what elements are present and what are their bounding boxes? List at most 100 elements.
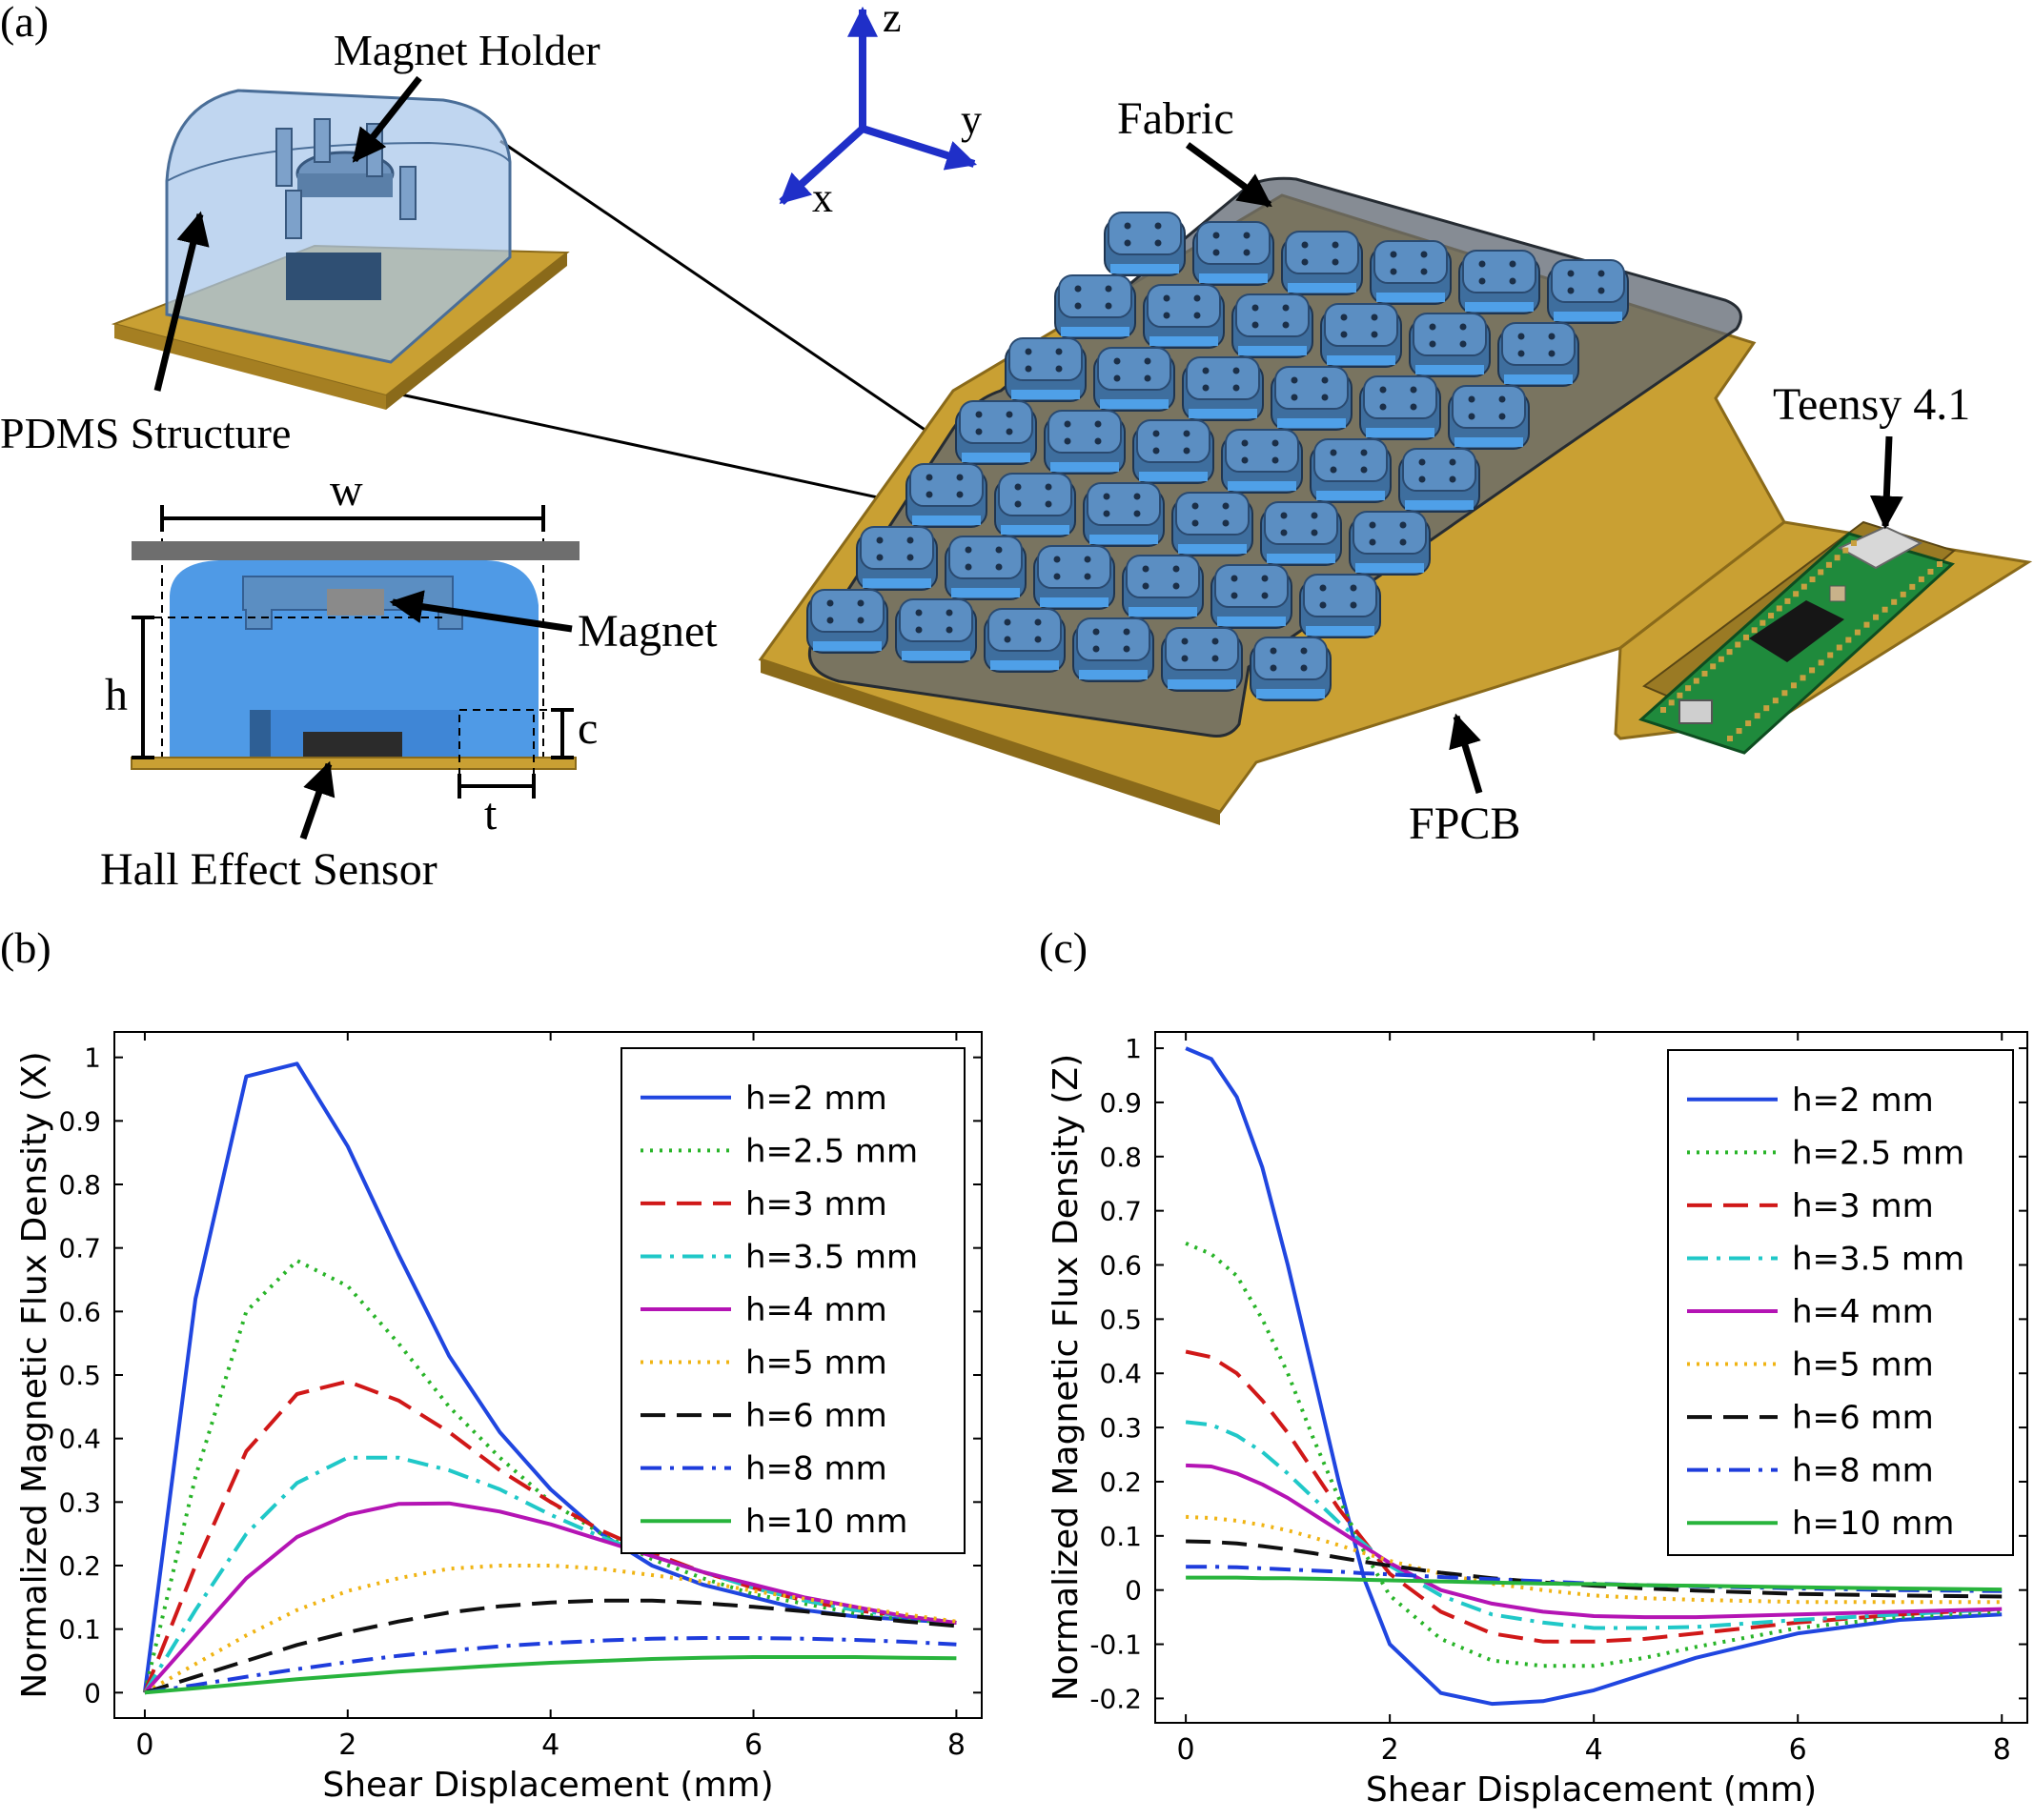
sensor-module-top [1402,448,1476,492]
sensor-module-hole [826,599,834,607]
sensor-module-hole [1124,239,1131,247]
fpcb-arrow [1449,713,1483,795]
sensor-module-hole [1330,466,1337,474]
teensy-pin [1668,699,1675,706]
sensor-module-hole [1319,584,1327,592]
sensor-module-hole [1004,636,1011,643]
x-tick-label: 8 [1993,1733,2011,1767]
sensor-module-hole [1123,645,1130,653]
sensor-module-hole [1390,268,1397,275]
sensor-module-hole [1212,249,1220,256]
sensor-module-hole [1420,251,1428,258]
sensor-module-base [1061,327,1129,336]
sensor-module [1281,231,1363,295]
sensor-module-hole [1202,384,1210,392]
legend-box [620,1047,966,1554]
sensor-module-base [1454,437,1523,447]
sensor-module-hole [1330,449,1337,456]
sensor-module [1104,212,1186,276]
sensor-module [1054,274,1136,339]
sensor-module-hole [1064,437,1071,445]
y-tick-label: 0.5 [58,1360,101,1391]
sensor-module-top [860,526,934,570]
y-tick-label: 0.4 [58,1424,101,1455]
x-tick-label: 6 [1789,1733,1807,1767]
sensor-module [945,536,1027,600]
sensor-module-hole [1332,258,1339,266]
legend-entry: h=3.5 mm [1792,1240,1964,1278]
sensor-module-top [1274,366,1349,410]
y-tick-label: 0.3 [1099,1412,1142,1444]
sensor-module-hole [1369,521,1376,529]
legend-entry: h=3 mm [1792,1187,1934,1225]
panel-b: (b) 0 2 4 6 8 0 0.1 0.2 0.3 0.4 0.5 0.6 0.7 0.8 0.9 1 Sh… [0,923,983,1805]
h-label: h [105,670,128,720]
sensor-module-hole [1251,321,1259,329]
sensor-module-top [1264,501,1338,545]
sensor-module-hole [1103,510,1110,517]
cavity-wall [250,710,271,758]
fpcb-edge [761,659,1220,825]
teensy-pin [1900,591,1906,597]
teensy-pin [1745,720,1752,727]
sensor-module-hole [1094,420,1102,428]
sensor-module-top [948,536,1023,579]
x-tick-label: 8 [947,1729,966,1762]
x-tick-label: 6 [744,1729,763,1762]
legend-entry: h=2 mm [1792,1082,1934,1120]
sensor-module [1458,250,1540,314]
sensor-module-hole [965,563,972,571]
sensor-module-top [1225,429,1299,473]
teensy-sd-slot [1837,525,1923,570]
teensy-pin [1751,627,1758,634]
sensor-module-hole [1597,270,1605,277]
sensor-module-hole [1191,519,1199,527]
sensor-module [1192,221,1274,286]
sensor-module-hole [1152,447,1160,455]
y-tick-label: 0.8 [1099,1142,1142,1173]
sensor-module-hole [1548,350,1556,357]
teensy-pin [1727,736,1733,741]
y-tick-label: 0.1 [1099,1521,1142,1552]
sensor-module-hole [1429,340,1436,348]
legend-entry: h=6 mm [745,1397,887,1435]
teensy-pin [1710,663,1717,670]
sensor-module-hole [1498,395,1506,403]
sensor-module-hole [1478,260,1486,268]
y-tick-label: 0.5 [1099,1304,1142,1335]
sensor-module-hole [1084,573,1091,580]
sensor-module [1033,545,1115,610]
sensor-module-base [1415,365,1484,374]
sensor-module-hole [1144,374,1151,382]
sensor-module-hole [1193,312,1201,319]
sensor-module-top [987,608,1062,652]
series-line [144,1655,957,1695]
legend-entry: h=5 mm [1792,1346,1934,1385]
sensor-module-hole [1034,636,1042,643]
sensor-module-hole [1271,439,1279,447]
sensor-module-hole [1152,430,1160,437]
teensy-pin [1836,644,1842,651]
sensor-module-base [1267,554,1335,563]
sensor-module-hole [1251,304,1259,312]
holder-post-4 [399,166,417,220]
legend-entry: h=2 mm [745,1080,887,1118]
chart-c: 0 2 4 6 8 -0.2 -0.1 0 0.1 0.2 0.3 0.4 0.5 0.6 0.7 0.8 0.… [1047,1031,2028,1810]
magnet-arrow [389,590,573,633]
sensor-module-hole [1282,321,1290,329]
teensy-pin [1718,656,1724,662]
sensor-module [1448,385,1530,450]
sensor-module-hole [857,617,864,624]
x-tick-label: 0 [135,1729,153,1762]
sensor-module-base [1217,617,1286,626]
sensor-module-hole [946,609,953,617]
sensor-module-hole [915,609,923,617]
sensor-module-hole [1418,475,1426,483]
sensor-module-hole [1418,458,1426,466]
sensor-module-hole [1113,357,1121,365]
sensor-module-hole [1340,331,1348,338]
sensor-module-base [1306,626,1374,636]
sensor-module-hole [1053,556,1061,563]
sensor-module-top [909,463,984,507]
sensor-module-hole [1074,285,1082,293]
